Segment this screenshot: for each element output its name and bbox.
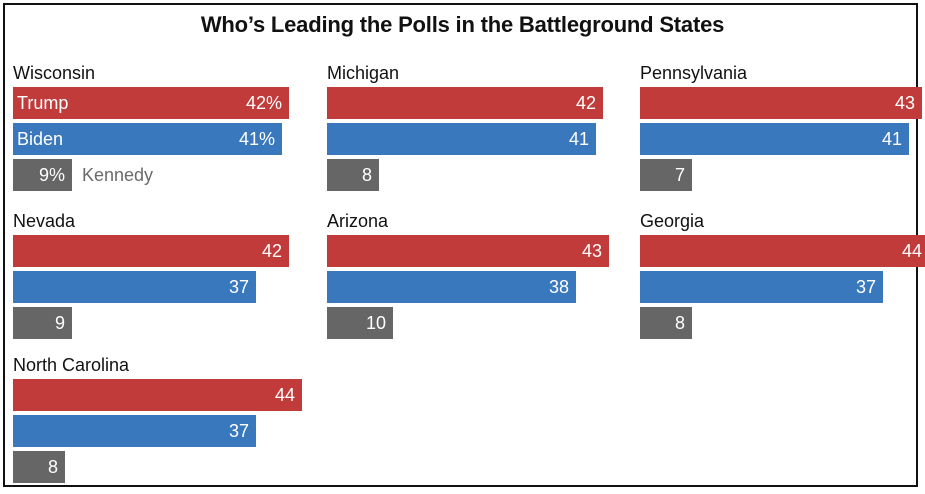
state-name: Nevada <box>13 211 76 231</box>
state-panel: North Carolina 44 37 8 <box>13 354 313 494</box>
biden-bar: Biden 41% <box>13 123 282 155</box>
biden-bar: 37 <box>13 415 256 447</box>
trump-series-label: Trump <box>17 93 69 113</box>
biden-bar: 37 <box>13 271 256 303</box>
trump-bar: Trump 42% <box>13 87 289 119</box>
biden-value-label: 37 <box>228 421 249 441</box>
chart-frame: Who’s Leading the Polls in the Battlegro… <box>3 3 925 487</box>
kennedy-bar: 9 <box>13 307 72 339</box>
kennedy-bar: 8 <box>640 307 692 339</box>
kennedy-value-label: 8 <box>361 165 372 185</box>
trump-value-label: 42% <box>245 93 282 113</box>
biden-value-label: 37 <box>855 277 876 297</box>
kennedy-value-label: 8 <box>47 457 58 477</box>
kennedy-series-label: Kennedy <box>82 165 154 185</box>
trump-bar: 42 <box>327 87 603 119</box>
state-name: Wisconsin <box>13 63 96 83</box>
state-name: Georgia <box>640 211 705 231</box>
state-panel: Michigan 42 41 8 <box>327 62 627 202</box>
state-panel: Pennsylvania 43 41 7 <box>640 62 925 202</box>
trump-value-label: 43 <box>581 241 602 261</box>
biden-value-label: 37 <box>228 277 249 297</box>
kennedy-bar: 8 <box>327 159 379 191</box>
biden-bar: 41 <box>640 123 909 155</box>
trump-bar: 43 <box>327 235 609 267</box>
trump-bar: 44 <box>640 235 925 267</box>
biden-value-label: 41 <box>881 129 902 149</box>
chart-title: Who’s Leading the Polls in the Battlegro… <box>200 12 725 37</box>
biden-value-label: 41% <box>238 129 275 149</box>
state-name: Michigan <box>327 63 400 83</box>
state-panel: Georgia 44 37 8 <box>640 210 925 350</box>
state-name: North Carolina <box>13 355 130 375</box>
kennedy-bar: 8 <box>13 451 65 483</box>
biden-bar: 38 <box>327 271 576 303</box>
biden-bar: 37 <box>640 271 883 303</box>
biden-bar: 41 <box>327 123 596 155</box>
trump-bar: 43 <box>640 87 922 119</box>
kennedy-bar: 7 <box>640 159 692 191</box>
biden-series-label: Biden <box>17 129 64 149</box>
trump-value-label: 44 <box>274 385 295 405</box>
trump-value-label: 42 <box>261 241 282 261</box>
trump-value-label: 42 <box>575 93 596 113</box>
state-name: Pennsylvania <box>640 63 748 83</box>
kennedy-value-label: 7 <box>674 165 685 185</box>
kennedy-value-label: 9 <box>54 313 65 333</box>
kennedy-bar: 10 <box>327 307 393 339</box>
state-panel: Wisconsin Trump 42% Biden 41% 9% Kennedy <box>13 62 313 202</box>
trump-bar: 44 <box>13 379 302 411</box>
kennedy-value-label: 10 <box>365 313 386 333</box>
state-panel: Arizona 43 38 10 <box>327 210 627 350</box>
biden-value-label: 38 <box>548 277 569 297</box>
trump-value-label: 44 <box>901 241 922 261</box>
kennedy-bar: 9% <box>13 159 72 191</box>
state-name: Arizona <box>327 211 389 231</box>
state-panel: Nevada 42 37 9 <box>13 210 313 350</box>
trump-bar: 42 <box>13 235 289 267</box>
biden-value-label: 41 <box>568 129 589 149</box>
kennedy-value-label: 9% <box>38 165 65 185</box>
kennedy-value-label: 8 <box>674 313 685 333</box>
trump-value-label: 43 <box>894 93 915 113</box>
